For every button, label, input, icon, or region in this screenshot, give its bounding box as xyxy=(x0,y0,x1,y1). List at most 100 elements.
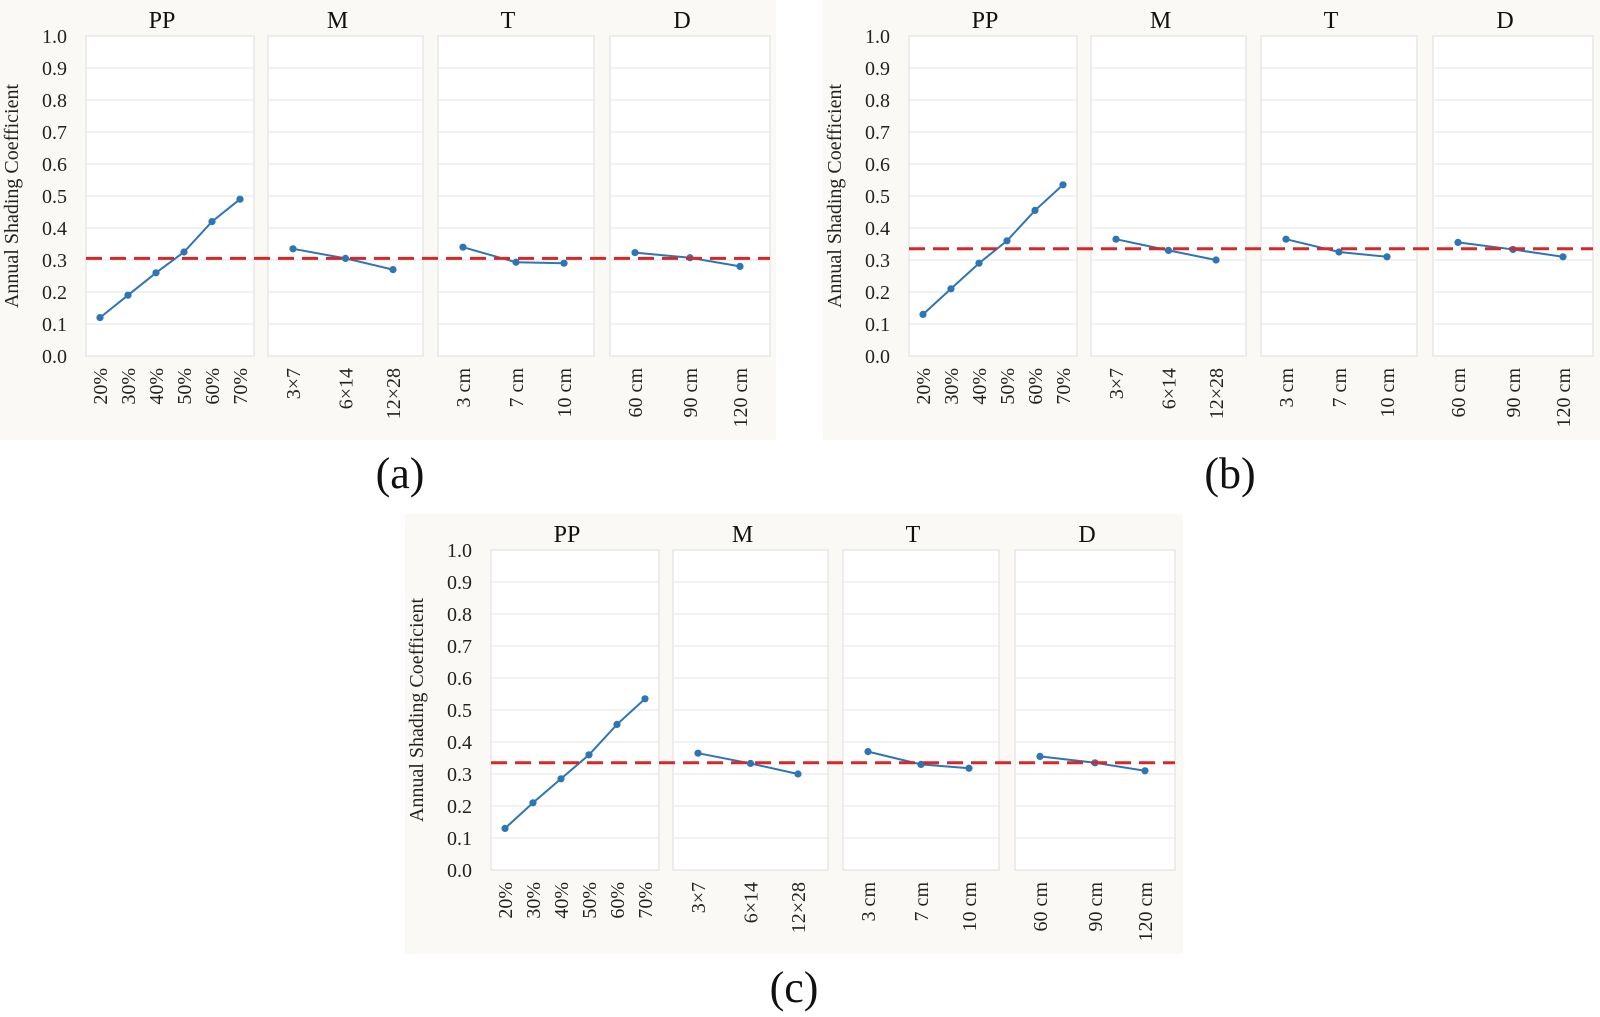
x-tick-label: 60 cm xyxy=(1448,368,1470,418)
panel-title: PP xyxy=(149,8,176,34)
data-point xyxy=(694,749,702,757)
x-tick-label: 50% xyxy=(997,368,1019,405)
x-tick-label: 12×28 xyxy=(1206,368,1228,419)
y-tick-label: 0.9 xyxy=(865,58,890,80)
data-point xyxy=(947,285,955,293)
y-tick-label: 0.3 xyxy=(42,250,67,272)
x-tick-label: 70% xyxy=(1053,368,1075,405)
data-point xyxy=(124,291,132,299)
panel-title: PP xyxy=(972,8,999,34)
x-tick-label: 7 cm xyxy=(506,368,528,408)
x-tick-label: 120 cm xyxy=(730,368,752,428)
y-tick-label: 0.3 xyxy=(865,250,890,272)
data-point xyxy=(1112,235,1120,243)
y-tick-label: 0.2 xyxy=(42,282,67,304)
y-tick-label: 0.7 xyxy=(865,122,890,144)
data-point xyxy=(641,695,649,703)
y-tick-label: 0.1 xyxy=(42,314,67,336)
y-tick-label: 0.6 xyxy=(865,154,890,176)
chart-b: 0.0 0.1 0.2 0.3 0.4 0.5 0.6 0.7 0.8 0.9 1.0 Annual … xyxy=(823,0,1600,440)
x-tick-label: 20% xyxy=(90,368,112,405)
x-tick-label: 60 cm xyxy=(1030,882,1052,932)
panel-title: M xyxy=(732,522,753,548)
panel-title: D xyxy=(673,8,690,34)
y-tick-label: 0.7 xyxy=(447,636,472,658)
x-tick-label: 12×28 xyxy=(383,368,405,419)
data-point xyxy=(864,748,872,756)
y-tick-label: 0.3 xyxy=(447,764,472,786)
data-point xyxy=(613,720,621,728)
x-tick-label: 40% xyxy=(969,368,991,405)
chart-b-svg: 0.0 0.1 0.2 0.3 0.4 0.5 0.6 0.7 0.8 0.9 1.0 Annual … xyxy=(824,8,1594,428)
x-tick-label: 90 cm xyxy=(1085,882,1107,932)
chart-c-svg: 0.0 0.1 0.2 0.3 0.4 0.5 0.6 0.7 0.8 0.9 1.0 Annual … xyxy=(406,522,1176,942)
x-tick-label: 50% xyxy=(174,368,196,405)
x-tick-label: 10 cm xyxy=(1377,368,1399,418)
x-tick-label: 40% xyxy=(146,368,168,405)
data-point xyxy=(1335,248,1343,256)
x-tick-label: 10 cm xyxy=(554,368,576,418)
data-point xyxy=(975,259,983,267)
data-point xyxy=(917,760,925,768)
y-tick-label: 0.2 xyxy=(447,796,472,818)
x-tick-label: 60 cm xyxy=(625,368,647,418)
x-tick-label: 7 cm xyxy=(911,882,933,922)
x-tick-label: 60% xyxy=(607,882,629,919)
x-tick-label: 40% xyxy=(551,882,573,919)
x-tick-label: 10 cm xyxy=(959,882,981,932)
data-point xyxy=(1031,206,1039,214)
x-tick-label: 30% xyxy=(118,368,140,405)
chart-c: 0.0 0.1 0.2 0.3 0.4 0.5 0.6 0.7 0.8 0.9 1.0 Annual … xyxy=(405,514,1183,954)
x-tick-label: 30% xyxy=(523,882,545,919)
panel-title: T xyxy=(501,8,516,34)
data-point xyxy=(529,799,537,807)
x-tick-label: 120 cm xyxy=(1553,368,1575,428)
panel-title: D xyxy=(1496,8,1513,34)
data-point xyxy=(1212,256,1220,264)
panel-title: PP xyxy=(554,522,581,548)
data-point xyxy=(236,195,244,203)
data-point xyxy=(1454,238,1462,246)
data-point xyxy=(341,254,350,262)
x-tick-label: 60% xyxy=(202,368,224,405)
y-tick-label: 0.5 xyxy=(865,186,890,208)
x-tick-label: 3 cm xyxy=(1276,368,1298,408)
x-tick-label: 90 cm xyxy=(680,368,702,418)
y-tick-label: 0.4 xyxy=(865,218,890,240)
data-point xyxy=(1383,253,1391,261)
y-tick-label: 0.2 xyxy=(865,282,890,304)
x-tick-label: 6×14 xyxy=(1159,368,1181,409)
data-point xyxy=(631,249,639,257)
y-tick-label: 1.0 xyxy=(865,26,890,48)
y-tick-label: 0.8 xyxy=(42,90,67,112)
data-point xyxy=(152,269,160,277)
y-axis-title: Annual Shading Coefficient xyxy=(824,84,846,308)
x-tick-label: 3×7 xyxy=(688,882,710,913)
data-point xyxy=(389,266,397,274)
x-tick-label: 3 cm xyxy=(453,368,475,408)
x-tick-label: 120 cm xyxy=(1135,882,1157,942)
y-tick-label: 1.0 xyxy=(447,540,472,562)
x-tick-label: 90 cm xyxy=(1503,368,1525,418)
y-tick-label: 0.8 xyxy=(865,90,890,112)
data-point xyxy=(965,764,973,772)
x-tick-label: 6×14 xyxy=(336,368,358,409)
data-point xyxy=(512,258,520,266)
y-tick-label: 0.8 xyxy=(447,604,472,626)
data-point xyxy=(736,262,744,270)
data-point xyxy=(560,259,568,267)
x-tick-label: 70% xyxy=(230,368,252,405)
y-tick-label: 0.0 xyxy=(865,346,890,368)
data-point xyxy=(1282,235,1290,243)
x-tick-label: 20% xyxy=(495,882,517,919)
x-tick-label: 60% xyxy=(1025,368,1047,405)
y-tick-label: 0.6 xyxy=(42,154,67,176)
x-tick-label: 6×14 xyxy=(741,882,763,923)
data-point xyxy=(1003,237,1011,245)
x-tick-label: 3×7 xyxy=(283,368,305,399)
data-point xyxy=(919,310,927,318)
panel-title: T xyxy=(906,522,921,548)
y-tick-label: 0.4 xyxy=(42,218,67,240)
x-tick-label: 70% xyxy=(635,882,657,919)
y-tick-label: 0.9 xyxy=(42,58,67,80)
